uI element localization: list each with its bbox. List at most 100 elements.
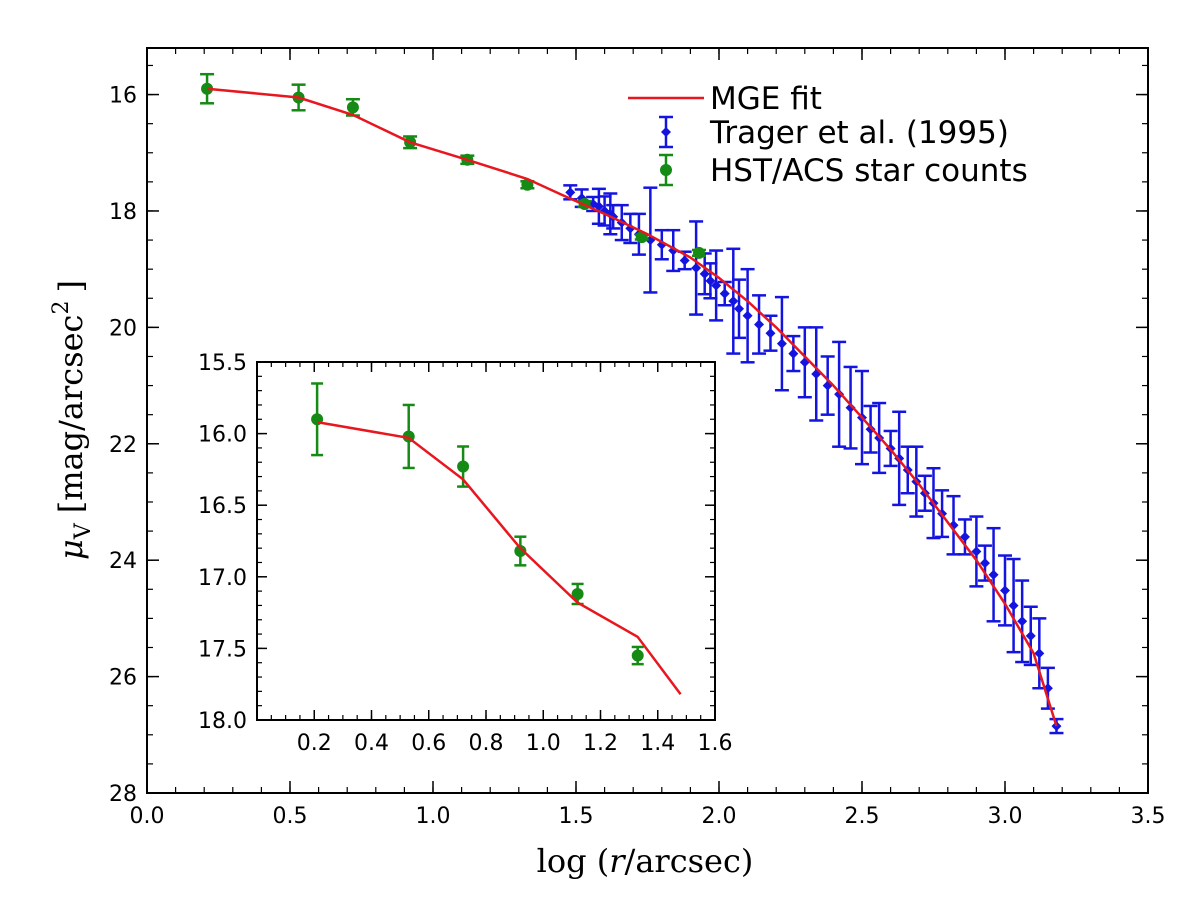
inset-x-tick-label: 1.6 [698, 731, 733, 756]
main-plot: 0.0 0.5 1.0 1.5 2.0 2.5 3.0 3.5 16 18 20 22 24 26 28 [109, 47, 1166, 829]
main-trager-et-al-1995-point [832, 340, 847, 448]
main-trager-et-al-1995-marker [1000, 585, 1010, 596]
main-trager-et-al-1995-point [998, 554, 1012, 627]
main-trager-et-al-1995-point [843, 365, 858, 450]
main-trager-et-al-1995-marker [988, 569, 999, 580]
main-hst-acs-star-counts-marker [346, 101, 359, 114]
main-x-tick-label: 3.0 [988, 804, 1023, 829]
main-trager-et-al-1995-point [1015, 579, 1030, 664]
inset-x-tick-label: 0.2 [297, 731, 332, 756]
main-x-tick-label: 1.0 [416, 804, 451, 829]
main-y-tick-label: 16 [109, 84, 137, 109]
main-trager-et-al-1995-point [774, 295, 789, 392]
main-hst-acs-star-counts-point [200, 72, 215, 105]
main-trager-et-al-1995-marker [1008, 600, 1019, 611]
main-trager-et-al-1995-point [820, 355, 835, 416]
legend-label-mge: MGE fit [710, 81, 822, 117]
main-trager-et-al-1995-marker [834, 389, 845, 400]
main-trager-et-al-1995-marker [788, 348, 799, 359]
main-x-tick-label: 2.5 [845, 804, 880, 829]
inset-hst-acs-star-counts-point [514, 535, 527, 567]
main-x-tick-label: 3.5 [1131, 804, 1166, 829]
main-trager-et-al-1995-point [969, 515, 984, 588]
inset-x-tick-label: 1.4 [640, 731, 675, 756]
y-axis-label-subscript: V [71, 522, 96, 540]
main-y-tick-label: 28 [109, 782, 137, 807]
legend-hst-circle-marker [660, 164, 672, 176]
main-trager-et-al-1995-marker [742, 310, 753, 321]
main-trager-et-al-1995-point [957, 518, 972, 556]
main-y-tick-label: 18 [109, 200, 137, 225]
y-axis-label: μV [mag/arcsec2] [49, 280, 96, 560]
main-plot-frame [146, 47, 1149, 794]
inset-x-tick-label: 0.6 [411, 731, 446, 756]
main-trager-et-al-1995-point [726, 247, 741, 355]
x-axis-label-variable: r [609, 842, 626, 880]
inset-hst-acs-star-counts-point [631, 645, 644, 666]
legend-label-hst: HST/ACS star counts [710, 153, 1028, 189]
main-hst-acs-star-counts-marker [692, 246, 705, 259]
inset-hst-acs-star-counts-marker [514, 545, 527, 558]
main-trager-et-al-1995-marker [593, 201, 604, 212]
main-trager-et-al-1995-marker [776, 338, 787, 349]
main-ticks: 0.0 0.5 1.0 1.5 2.0 2.5 3.0 3.5 16 18 20 22 24 26 28 [109, 48, 1166, 829]
inset-mge-fit-line [316, 420, 682, 695]
main-y-tick-label: 22 [109, 433, 137, 458]
inset-y-tick-label: 15.5 [198, 351, 247, 376]
inset-y-tick-label: 18.0 [198, 709, 247, 734]
inset-hst-acs-star-counts-marker [631, 649, 644, 662]
y-axis-label-unit: [mag/arcsec [52, 315, 90, 514]
main-trager-et-al-1995-marker [565, 187, 576, 198]
legend-label-trager: Trager et al. (1995) [709, 115, 1009, 151]
inset-plot-frame [256, 361, 716, 721]
inset-x-tick-label: 0.4 [354, 731, 389, 756]
x-axis-label: log (r/arcsec) [537, 842, 754, 880]
x-axis-label-prefix: log ( [537, 842, 610, 880]
main-trager-et-al-1995-point [986, 526, 1001, 623]
main-hst-acs-star-counts-point [691, 246, 706, 259]
main-x-tick-label: 0.0 [130, 804, 165, 829]
y-axis-label-symbol: μ [52, 539, 90, 560]
main-trager-et-al-1995-marker [734, 303, 745, 314]
inset-background [257, 362, 715, 720]
inset-hst-acs-star-counts-marker [571, 587, 584, 600]
main-trager-et-al-1995-marker [1034, 648, 1045, 659]
main-trager-et-al-1995-marker [979, 558, 990, 569]
main-trager-et-al-1995-point [666, 228, 681, 273]
main-x-tick-label: 1.5 [559, 804, 594, 829]
inset-y-tick-label: 16.0 [198, 423, 247, 448]
main-hst-acs-star-counts-marker [521, 178, 534, 191]
main-trager-et-al-1995-marker [845, 402, 856, 413]
main-mge-fit-line [206, 87, 1058, 727]
inset-y-tick-label: 17.5 [198, 637, 247, 662]
main-trager-et-al-1995-marker [959, 531, 970, 542]
main-trager-et-al-1995-marker [705, 275, 716, 286]
inset-ticks: 0.2 0.4 0.6 0.8 1.0 1.2 1.4 1.6 15.5 16.0 16.5 17.0… [198, 351, 732, 756]
main-trager-et-al-1995-point [1023, 605, 1038, 667]
legend-trager-diamond-marker [661, 127, 671, 137]
main-x-tick-label: 2.0 [702, 804, 737, 829]
main-trager-et-al-1995-marker [719, 288, 730, 299]
inset-marks [311, 382, 682, 695]
main-trager-et-al-1995-point [689, 220, 704, 316]
main-trager-et-al-1995-point [643, 186, 658, 294]
inset-plot: 0.2 0.4 0.6 0.8 1.0 1.2 1.4 1.6 15.5 16.0 16.5 17.0… [198, 351, 732, 756]
main-trager-et-al-1995-marker [728, 296, 739, 307]
main-x-tick-label: 0.5 [273, 804, 308, 829]
main-trager-et-al-1995-point [752, 294, 767, 355]
x-axis-label-suffix: /arcsec) [625, 842, 754, 880]
main-y-tick-label: 20 [109, 316, 137, 341]
inset-x-tick-label: 1.2 [583, 731, 618, 756]
inset-x-tick-label: 1.0 [526, 731, 561, 756]
inset-y-tick-label: 16.5 [198, 494, 247, 519]
main-trager-et-al-1995-marker [691, 263, 702, 274]
inset-hst-acs-star-counts-marker [457, 460, 470, 473]
main-trager-et-al-1995-marker [699, 268, 710, 279]
main-trager-et-al-1995-marker [754, 319, 765, 330]
main-y-tick-label: 24 [109, 549, 137, 574]
main-trager-et-al-1995-point [591, 187, 606, 226]
main-trager-et-al-1995-marker [971, 546, 982, 557]
inset-y-tick-label: 17.0 [198, 566, 247, 591]
main-trager-et-al-1995-marker [679, 255, 690, 266]
